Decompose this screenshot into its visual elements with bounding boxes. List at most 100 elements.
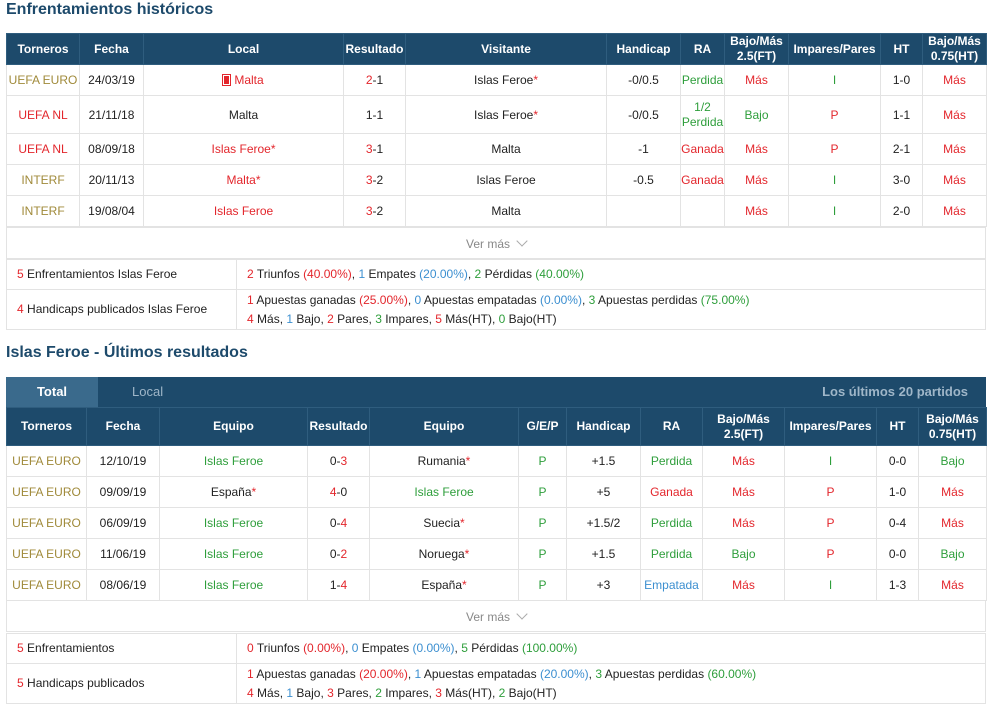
team-1[interactable]: España* — [159, 476, 308, 508]
col-local[interactable]: Local — [143, 33, 344, 65]
torneo-cell[interactable]: UEFA EURO — [6, 569, 87, 601]
torneo-cell[interactable]: UEFA EURO — [6, 64, 80, 96]
header-row: Torneros Fecha Local Resultado Visitante… — [6, 33, 987, 65]
fecha-cell: 12/10/19 — [86, 445, 160, 477]
handicap-cell: +1.5 — [566, 445, 641, 477]
team-1[interactable]: Islas Feroe — [159, 445, 308, 477]
bajo-mas-ht-cell: Más — [918, 569, 987, 601]
col-handicap[interactable]: Handicap — [566, 407, 641, 446]
col-visitante[interactable]: Visitante — [405, 33, 607, 65]
torneo-cell[interactable]: INTERF — [6, 164, 80, 196]
gep-cell: P — [518, 445, 567, 477]
visitor-team[interactable]: Islas Feroe — [405, 164, 607, 196]
ver-mas-button[interactable]: Ver más — [6, 600, 986, 632]
col-resultado[interactable]: Resultado — [343, 33, 406, 65]
result-cell[interactable]: 1-1 — [343, 95, 406, 134]
team-2[interactable]: Rumania* — [369, 445, 519, 477]
result-cell[interactable]: 3-2 — [343, 195, 406, 227]
torneo-cell[interactable]: INTERF — [6, 195, 80, 227]
tab-total[interactable]: Total — [6, 377, 98, 407]
col-ra[interactable]: RA — [680, 33, 725, 65]
local-team[interactable]: Islas Feroe — [143, 195, 344, 227]
team-2[interactable]: España* — [369, 569, 519, 601]
torneo-cell[interactable]: UEFA EURO — [6, 538, 87, 570]
col-gep[interactable]: G/E/P — [518, 407, 567, 446]
col-fecha[interactable]: Fecha — [86, 407, 160, 446]
last-matches-filter[interactable]: Los últimos 20 partidos — [822, 384, 968, 399]
col-ra[interactable]: RA — [640, 407, 703, 446]
col-ht[interactable]: HT — [880, 33, 923, 65]
col-equipo-1[interactable]: Equipo — [159, 407, 308, 446]
team-1[interactable]: Islas Feroe — [159, 538, 308, 570]
col-fecha[interactable]: Fecha — [79, 33, 144, 65]
impares-pares-cell: I — [784, 445, 877, 477]
ver-mas-button[interactable]: Ver más — [6, 227, 986, 259]
star-icon: * — [255, 173, 261, 187]
local-team[interactable]: Malta* — [143, 164, 344, 196]
result-cell[interactable]: 0-2 — [307, 538, 370, 570]
ht-cell: 1-0 — [876, 476, 919, 508]
result-cell[interactable]: 3-2 — [343, 164, 406, 196]
col-bajo-mas-ht[interactable]: Bajo/Más 0.75(HT) — [918, 407, 987, 446]
col-impares-pares[interactable]: Impares/Pares — [784, 407, 877, 446]
team-1[interactable]: Islas Feroe — [159, 569, 308, 601]
ra-cell: Perdida — [640, 538, 703, 570]
ht-cell: 2-0 — [880, 195, 923, 227]
col-bajo-mas-ft[interactable]: Bajo/Más 2.5(FT) — [724, 33, 789, 65]
gep-cell: P — [518, 507, 567, 539]
bajo-mas-ht-cell: Más — [918, 507, 987, 539]
team-2[interactable]: Noruega* — [369, 538, 519, 570]
col-equipo-2[interactable]: Equipo — [369, 407, 519, 446]
torneo-cell[interactable]: UEFA EURO — [6, 507, 87, 539]
bajo-mas-cell: Más — [724, 64, 789, 96]
local-team[interactable]: Islas Feroe* — [143, 133, 344, 165]
torneo-cell[interactable]: UEFA EURO — [6, 445, 87, 477]
star-icon: * — [464, 547, 470, 561]
col-ht[interactable]: HT — [876, 407, 919, 446]
handicap-cell: -0/0.5 — [606, 95, 681, 134]
impares-pares-cell: P — [788, 95, 881, 134]
summary-row: 5 Enfrentamientos Islas Feroe 2 Triunfos… — [6, 259, 986, 290]
fecha-cell: 08/06/19 — [86, 569, 160, 601]
visitor-team[interactable]: Malta — [405, 195, 607, 227]
team-2[interactable]: Islas Feroe — [369, 476, 519, 508]
col-handicap[interactable]: Handicap — [606, 33, 681, 65]
ra-cell: Ganada — [640, 476, 703, 508]
torneo-cell[interactable]: UEFA NL — [6, 95, 80, 134]
ra-cell — [680, 195, 725, 227]
col-torneos[interactable]: Torneros — [6, 407, 87, 446]
result-cell[interactable]: 0-3 — [307, 445, 370, 477]
result-cell[interactable]: 3-1 — [343, 133, 406, 165]
ht-cell: 0-4 — [876, 507, 919, 539]
visitor-team[interactable]: Islas Feroe* — [405, 95, 607, 134]
torneo-cell[interactable]: UEFA NL — [6, 133, 80, 165]
tab-local[interactable]: Local — [132, 384, 164, 399]
col-bajo-mas-ft[interactable]: Bajo/Más 2.5(FT) — [702, 407, 785, 446]
col-resultado[interactable]: Resultado — [307, 407, 370, 446]
bajo-mas-cell: Más — [724, 195, 789, 227]
team-1[interactable]: Islas Feroe — [159, 507, 308, 539]
result-cell[interactable]: 0-4 — [307, 507, 370, 539]
col-bajo-mas-ht[interactable]: Bajo/Más 0.75(HT) — [922, 33, 987, 65]
col-torneos[interactable]: Torneros — [6, 33, 80, 65]
result-cell[interactable]: 1-4 — [307, 569, 370, 601]
summary-stats: 1 Apuestas ganadas (20.00%), 1 Apuestas … — [236, 663, 986, 704]
result-cell[interactable]: 2-1 — [343, 64, 406, 96]
star-icon: * — [462, 578, 467, 592]
local-team[interactable]: Malta — [143, 64, 344, 96]
bajo-mas-cell: Más — [702, 445, 785, 477]
star-icon: * — [465, 454, 471, 468]
visitor-team[interactable]: Malta — [405, 133, 607, 165]
visitor-team[interactable]: Islas Feroe* — [405, 64, 607, 96]
col-impares-pares[interactable]: Impares/Pares — [788, 33, 881, 65]
ra-cell: Ganada — [680, 164, 725, 196]
star-icon: * — [460, 516, 465, 530]
torneo-cell[interactable]: UEFA EURO — [6, 476, 87, 508]
team-2[interactable]: Suecia* — [369, 507, 519, 539]
historical-table: Torneros Fecha Local Resultado Visitante… — [6, 33, 987, 227]
impares-pares-cell: I — [788, 164, 881, 196]
table-row: UEFA EURO 24/03/19 Malta 2-1 Islas Feroe… — [6, 64, 987, 96]
local-team[interactable]: Malta — [143, 95, 344, 134]
ht-cell: 3-0 — [880, 164, 923, 196]
result-cell[interactable]: 4-0 — [307, 476, 370, 508]
